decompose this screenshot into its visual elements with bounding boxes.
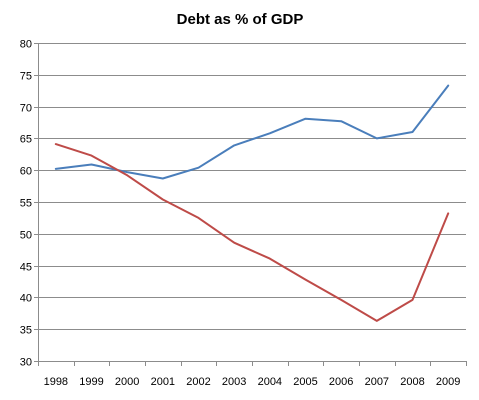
y-tick-label: 55 (20, 198, 32, 210)
y-tick-label: 70 (20, 103, 32, 115)
y-tick-label: 65 (20, 134, 32, 146)
series-layer (54, 84, 450, 322)
chart-title: Debt as % of GDP (177, 11, 304, 28)
axes (34, 43, 467, 366)
y-tick-label: 80 (20, 39, 32, 51)
x-tick-label: 2007 (365, 376, 389, 388)
y-tick-label: 30 (20, 357, 32, 369)
x-tick-label: 2000 (115, 376, 139, 388)
gridlines (38, 43, 466, 362)
y-tick-label: 75 (20, 71, 32, 83)
y-tick-label: 40 (20, 293, 32, 305)
x-tick-label: 2009 (436, 376, 460, 388)
x-tick-label: 1999 (79, 376, 103, 388)
x-tick-label: 1998 (44, 376, 68, 388)
y-tick-label: 50 (20, 230, 32, 242)
x-tick-label: 2005 (293, 376, 317, 388)
x-tick-label: 2008 (400, 376, 424, 388)
y-tick-label: 35 (20, 325, 32, 337)
x-tick-label: 2003 (222, 376, 246, 388)
y-tick-label: 45 (20, 262, 32, 274)
x-tick-label: 2006 (329, 376, 353, 388)
y-tick-label: 60 (20, 166, 32, 178)
x-tick-label: 2004 (258, 376, 282, 388)
tick-labels: 30 35 40 45 50 55 60 65 70 75 80 1998 1999 2000 2001 20… (20, 39, 461, 389)
x-tick-label: 2002 (186, 376, 210, 388)
series-line-1 (54, 84, 450, 180)
series-line-2 (54, 143, 450, 322)
x-tick-label: 2001 (151, 376, 175, 388)
